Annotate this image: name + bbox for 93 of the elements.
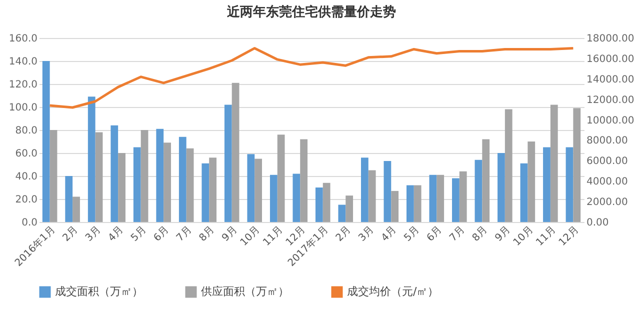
legend-label: 成交面积（万㎡） [55, 285, 143, 298]
bar [277, 134, 285, 222]
bar [406, 185, 414, 222]
x-tick-label: 8月 [198, 224, 217, 244]
bar [156, 128, 164, 222]
y-tick-label: 80.0 [15, 126, 38, 136]
bar [224, 104, 232, 222]
y2-tick-label: 8000.00 [586, 136, 628, 147]
legend-label: 供应面积（万㎡） [201, 285, 289, 298]
bar [110, 125, 118, 222]
bar [459, 171, 467, 222]
y2-tick-label: 4000.00 [586, 176, 628, 188]
x-tick-label: 12月 [557, 224, 581, 248]
x-tick-label: 10月 [238, 224, 262, 248]
bar [209, 158, 216, 222]
bar [482, 139, 490, 222]
x-tick-label: 5月 [402, 224, 422, 244]
y2-tick-label: 0.00 [586, 218, 609, 228]
x-tick-label: 10月 [512, 224, 536, 248]
y2-tick-label: 16000.00 [586, 54, 634, 65]
x-tick-label: 9月 [220, 224, 240, 244]
bar [315, 188, 323, 222]
x-tick-label: 5月 [129, 224, 149, 244]
y2-tick-label: 10000.00 [586, 115, 634, 126]
bar [452, 178, 460, 222]
bar [322, 182, 330, 222]
y2-tick-label: 14000.00 [586, 74, 634, 86]
bar [270, 174, 278, 222]
x-tick-label: 7月 [174, 224, 194, 244]
bar [164, 142, 171, 222]
x-tick-label: 3月 [84, 224, 104, 244]
bar [140, 130, 148, 222]
bar [202, 163, 210, 222]
y-tick-label: 160.0 [8, 34, 38, 44]
bar [88, 96, 96, 222]
y-tick-label: 0.0 [22, 218, 38, 228]
bar [338, 204, 346, 222]
x-tick-label: 4月 [380, 224, 399, 244]
bar [300, 139, 308, 222]
bar [292, 174, 300, 222]
y2-tick-label: 18000.00 [586, 34, 634, 44]
bar [384, 161, 392, 222]
x-tick-label: 9月 [493, 224, 513, 244]
legend-label: 成交均价（元/㎡） [347, 285, 439, 298]
bar [346, 196, 354, 222]
y-tick-label: 20.0 [15, 194, 38, 206]
y-tick-label: 120.0 [8, 80, 38, 90]
y-tick-label: 140.0 [8, 56, 38, 68]
bar [474, 160, 482, 222]
bar [178, 136, 186, 222]
bar [133, 147, 141, 222]
bar [573, 108, 581, 222]
bar [498, 153, 505, 222]
x-tick-label: 4月 [106, 224, 126, 244]
bar [118, 153, 126, 222]
bar [528, 142, 536, 222]
x-tick-label: 11月 [261, 224, 286, 248]
bar [566, 147, 574, 222]
x-tick-label: 2月 [60, 224, 80, 244]
bar [520, 163, 528, 222]
line-series [48, 46, 574, 109]
bar [550, 104, 558, 222]
bar [65, 176, 73, 222]
y-tick-label: 60.0 [15, 148, 38, 160]
x-tick-label: 11月 [534, 224, 558, 248]
bar [95, 132, 103, 222]
y2-tick-label: 12000.00 [586, 94, 634, 106]
bar [414, 185, 422, 222]
bar [429, 174, 437, 222]
bar [436, 174, 444, 222]
x-tick-label: 2月 [334, 224, 354, 244]
bar [72, 196, 80, 222]
bar [391, 190, 399, 222]
chart-title: 近两年东莞住宅供需量价走势 [226, 4, 396, 20]
y2-tick-label: 6000.00 [586, 156, 628, 168]
x-tick-label: 6月 [152, 224, 172, 244]
y-tick-label: 40.0 [15, 172, 38, 182]
x-tick-label: 8月 [470, 224, 490, 244]
bar [504, 109, 512, 222]
bar [50, 130, 58, 222]
bar [186, 148, 194, 222]
x-tick-label: 7月 [448, 224, 468, 244]
bar [247, 154, 255, 222]
bar [254, 158, 262, 222]
bar [543, 147, 550, 222]
bar [360, 158, 368, 222]
x-tick-label: 6月 [425, 224, 444, 244]
bar [232, 82, 240, 222]
bar [42, 61, 50, 222]
y-tick-label: 100.0 [8, 102, 38, 114]
bar [368, 170, 376, 222]
y2-tick-label: 2000.00 [586, 197, 628, 208]
x-tick-label: 3月 [356, 224, 376, 244]
